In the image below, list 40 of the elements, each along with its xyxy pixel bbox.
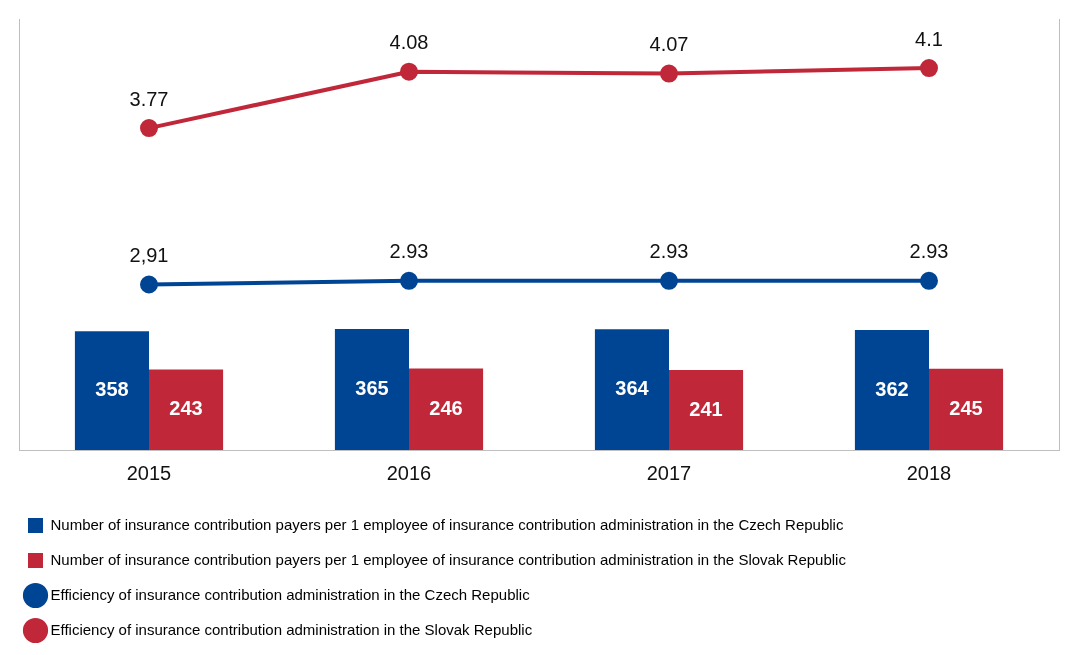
point — [400, 271, 418, 290]
bar — [854, 329, 929, 450]
point — [920, 271, 938, 290]
bar — [409, 368, 484, 450]
bar — [669, 370, 744, 450]
bar — [74, 331, 149, 450]
data-label: 3.77 — [129, 87, 169, 110]
data-label: 4.07 — [649, 33, 689, 56]
x-tick-label: 2017 — [646, 461, 692, 484]
point — [140, 119, 158, 138]
data-label: 2.93 — [389, 240, 429, 263]
bar — [334, 328, 409, 450]
legend-label: Efficiency of insurance contribution administration in the Czech Republic — [50, 585, 531, 603]
data-label: 358 — [95, 378, 129, 401]
data-label: 246 — [429, 396, 463, 419]
point — [920, 59, 938, 78]
point — [660, 271, 678, 290]
bar — [149, 369, 224, 450]
bar — [929, 368, 1004, 450]
legend-label: Efficiency of insurance contribution administration in the Slovak Republic — [50, 620, 533, 638]
data-label: 241 — [689, 397, 723, 420]
legend-label: Number of insurance contribution payers per 1 employee of insurance contribution administration in the Czech Republic — [50, 515, 844, 533]
x-tick-label: 2016 — [386, 461, 432, 484]
data-label: 364 — [615, 377, 650, 400]
x-tick-label: 2018 — [906, 461, 952, 484]
data-label: 2.93 — [909, 240, 949, 263]
data-label: 365 — [355, 377, 389, 400]
point — [660, 64, 678, 83]
point — [400, 62, 418, 81]
point — [140, 275, 158, 294]
data-label: 2,91 — [129, 244, 169, 267]
data-label: 4.1 — [915, 27, 943, 50]
x-tick-label: 2015 — [126, 461, 172, 484]
data-label: 4.08 — [389, 31, 429, 54]
bar — [594, 329, 669, 450]
data-label: 245 — [949, 396, 983, 419]
legend-label: Number of insurance contribution payers per 1 employee of insurance contribution administration in the Slovak Republic — [50, 550, 847, 568]
data-label: 362 — [875, 377, 909, 400]
data-label: 2.93 — [649, 240, 689, 263]
data-label: 243 — [169, 397, 203, 420]
